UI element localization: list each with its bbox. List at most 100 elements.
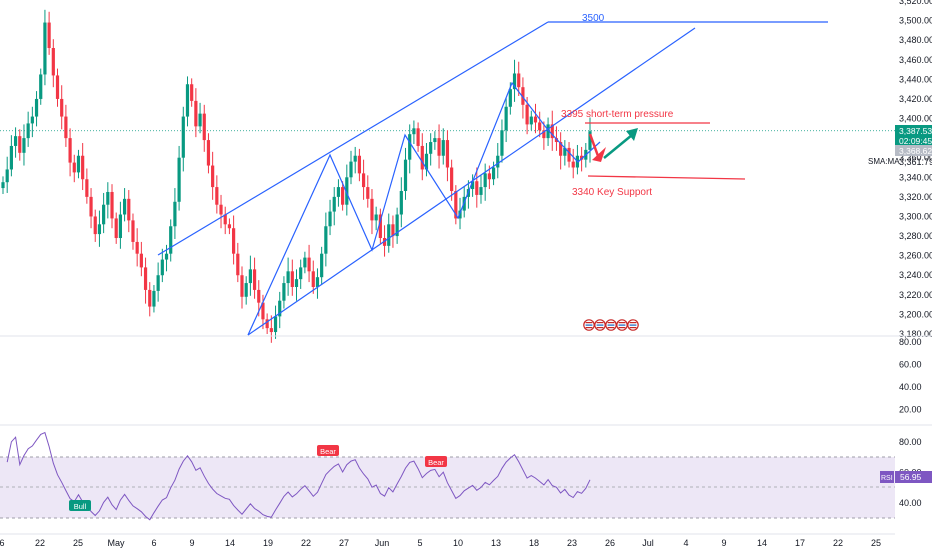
candle-body <box>504 106 508 131</box>
candle-body <box>215 187 219 205</box>
time-tick-label: 4 <box>683 538 688 548</box>
candle-body <box>433 138 437 143</box>
candle-body <box>491 167 496 180</box>
candle-body <box>496 155 500 168</box>
candle-body <box>567 147 571 162</box>
price-tick-label: 3,400.00 <box>899 114 932 124</box>
time-tick-label: 25 <box>73 538 83 548</box>
candle-body <box>315 277 320 287</box>
candle-body <box>206 140 211 166</box>
candle-body <box>39 74 43 99</box>
up-arrow-head <box>626 128 638 141</box>
candle-body <box>378 214 382 239</box>
candle-body <box>198 113 202 127</box>
candle-body <box>244 283 248 297</box>
candle-body <box>51 48 55 76</box>
support-line <box>587 175 746 180</box>
candle-body <box>148 289 152 307</box>
candle-body <box>374 214 378 221</box>
candle-body <box>320 253 324 278</box>
candle-body <box>13 136 18 146</box>
candle-body <box>76 155 81 173</box>
flag-icon[interactable] <box>616 319 628 331</box>
price-tick-label: 3,520.00 <box>899 0 932 6</box>
candle-body <box>236 253 240 276</box>
candle-body <box>118 214 122 239</box>
candle-body <box>571 161 575 168</box>
flag-icon[interactable] <box>627 319 639 331</box>
candle-body <box>445 140 450 168</box>
candle-body <box>294 279 299 287</box>
price-tick-label: 3,220.00 <box>899 290 932 300</box>
candle-body <box>72 162 76 173</box>
candle-body <box>248 269 252 284</box>
candle-body <box>533 116 538 123</box>
candle-body <box>563 147 567 156</box>
sma-price-tag: 3,368.62 <box>895 145 932 156</box>
candle-body <box>554 138 559 143</box>
candle-body <box>290 271 294 287</box>
candle-body <box>127 198 131 221</box>
candle-body <box>479 187 483 195</box>
candle-body <box>450 167 454 192</box>
candle-body <box>240 275 244 297</box>
sma-legend-label: SMA:MA <box>868 157 900 166</box>
flag-icon[interactable] <box>605 319 617 331</box>
flag-icon[interactable] <box>594 319 606 331</box>
time-axis[interactable]: 6 22 25 May 6 9 14 19 22 27 Jun 5 10 13 18 23 26 Jul 4 9 14 1… <box>0 533 895 548</box>
price-panel[interactable]: 3500 3395 short-term pressure 3340 Key S… <box>0 9 900 343</box>
candle-body <box>273 316 278 333</box>
candle-body <box>307 257 311 272</box>
candle-body <box>471 181 475 190</box>
candle-body <box>588 131 592 150</box>
indicator-tick-label: 60.00 <box>899 360 922 370</box>
candle-body <box>164 253 169 260</box>
candle-body <box>529 116 533 125</box>
candle-body <box>303 257 307 268</box>
candle-body <box>508 89 512 107</box>
candle-body <box>429 142 433 154</box>
rsi-panel[interactable]: Bull Bear Bear <box>0 431 895 521</box>
label-support: 3340 Key Support <box>572 187 652 198</box>
candle-body <box>332 196 336 212</box>
rsi-signal-bear: Bear <box>425 456 447 467</box>
candle-body <box>454 191 458 219</box>
indicator-axis-top: 80.00 60.00 40.00 20.00 <box>899 337 922 415</box>
candle-body <box>299 267 303 280</box>
candle-body <box>311 271 315 287</box>
candle-body <box>416 128 420 146</box>
candle-body <box>5 169 9 183</box>
secondary-price-value: 3,361.79 <box>899 157 932 167</box>
candle-body <box>269 328 273 333</box>
rsi-tick-label: 80.00 <box>899 437 922 447</box>
candle-body <box>106 191 110 205</box>
event-flags[interactable] <box>583 319 639 331</box>
candle-body <box>261 302 265 320</box>
countdown-value: 02:09:45 <box>899 136 932 146</box>
price-tick-label: 3,480.00 <box>899 35 932 45</box>
swing-zigzag-line <box>247 81 601 336</box>
last-price-value: 3,387.53 <box>899 126 932 136</box>
flag-icon[interactable] <box>583 319 595 331</box>
candle-body <box>370 198 374 221</box>
down-arrow-head <box>592 147 606 162</box>
candle-body <box>131 220 135 242</box>
candle-body <box>353 155 357 162</box>
candle-body <box>202 113 206 141</box>
channel-upper-line <box>157 21 549 256</box>
candle-body <box>160 259 164 276</box>
price-axis[interactable]: 3,180.00 3,200.00 3,220.00 3,240.00 3,260.00… <box>899 0 932 339</box>
price-tick-label: 3,180.00 <box>899 329 932 339</box>
candle-body <box>361 173 366 188</box>
candle-body <box>357 155 361 174</box>
candle-body <box>177 157 181 202</box>
candle-body <box>1 182 5 189</box>
time-tick-label: May <box>107 538 125 548</box>
candle-body <box>64 116 68 139</box>
candle-body <box>18 136 22 153</box>
trendlines[interactable] <box>157 21 828 336</box>
candle-body <box>152 290 156 307</box>
candle-body <box>487 173 491 180</box>
price-tick-label: 3,200.00 <box>899 309 932 319</box>
